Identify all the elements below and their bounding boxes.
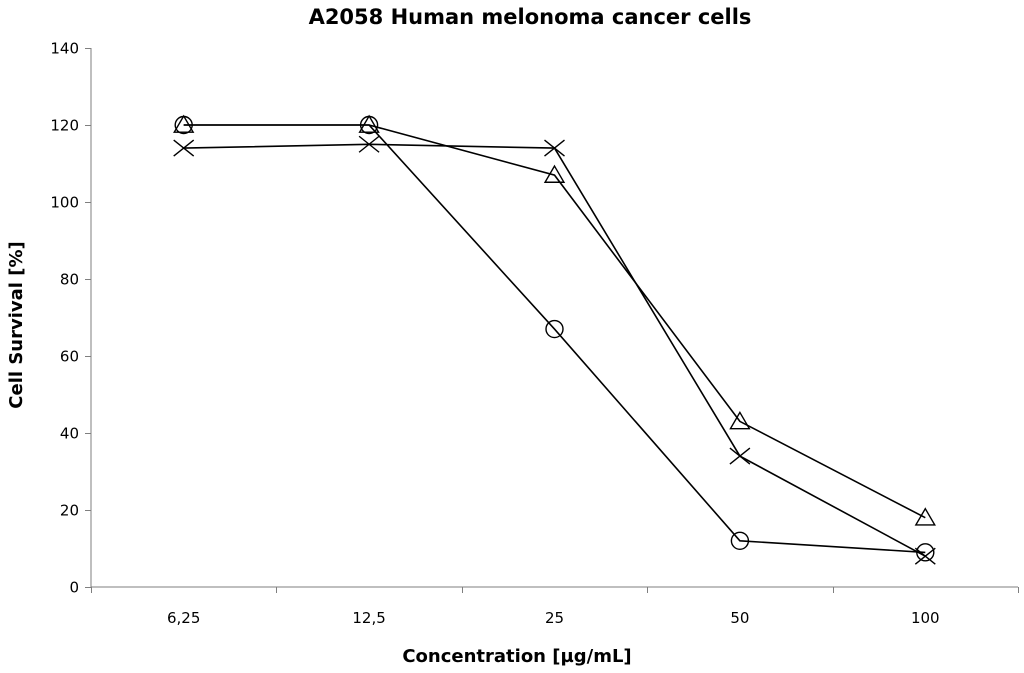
data-point-triangle	[173, 114, 195, 133]
series-line-circle	[183, 124, 926, 554]
y-tick-label: 100	[50, 194, 79, 212]
y-tick-label: 140	[50, 40, 79, 58]
data-point-triangle	[914, 507, 936, 526]
data-point-circle	[730, 531, 750, 550]
y-tick-label: 20	[60, 502, 79, 520]
y-tick-label: 80	[60, 271, 79, 289]
chart-title: A2058 Human melonoma cancer cells	[309, 5, 752, 29]
series-triangle	[173, 114, 936, 526]
y-tick-label: 0	[69, 579, 79, 597]
x-ticks: 6,25 12,5 25 50 100	[91, 587, 1019, 627]
data-point-cross	[729, 447, 751, 465]
y-tick-label: 60	[60, 348, 79, 366]
data-point-triangle	[543, 164, 566, 183]
x-tick-label: 100	[911, 609, 940, 627]
y-tick-label: 120	[50, 117, 79, 135]
y-axis-label: Cell Survival [%]	[6, 241, 27, 408]
data-point-circle	[545, 319, 564, 339]
x-tick-label: 25	[545, 609, 564, 627]
series-cross	[173, 135, 936, 565]
data-point-triangle	[358, 114, 380, 133]
series-layer	[173, 114, 936, 565]
x-axis-label: Concentration [µg/mL]	[402, 646, 631, 667]
x-tick-label: 50	[730, 609, 749, 627]
data-point-cross	[358, 135, 380, 153]
data-point-cross	[544, 139, 565, 157]
axes	[90, 48, 1018, 588]
data-point-cross	[173, 139, 195, 157]
data-point-cross	[914, 547, 936, 565]
y-tick-label: 40	[60, 425, 79, 443]
y-ticks: 0 20 40 60 80 100 120 140	[50, 40, 91, 597]
series-line-cross	[183, 143, 926, 557]
x-tick-label: 12,5	[352, 609, 385, 627]
series-circle	[174, 115, 935, 562]
x-tick-label: 6,25	[167, 609, 200, 627]
series-line-triangle	[183, 124, 926, 519]
data-point-triangle	[729, 411, 751, 430]
